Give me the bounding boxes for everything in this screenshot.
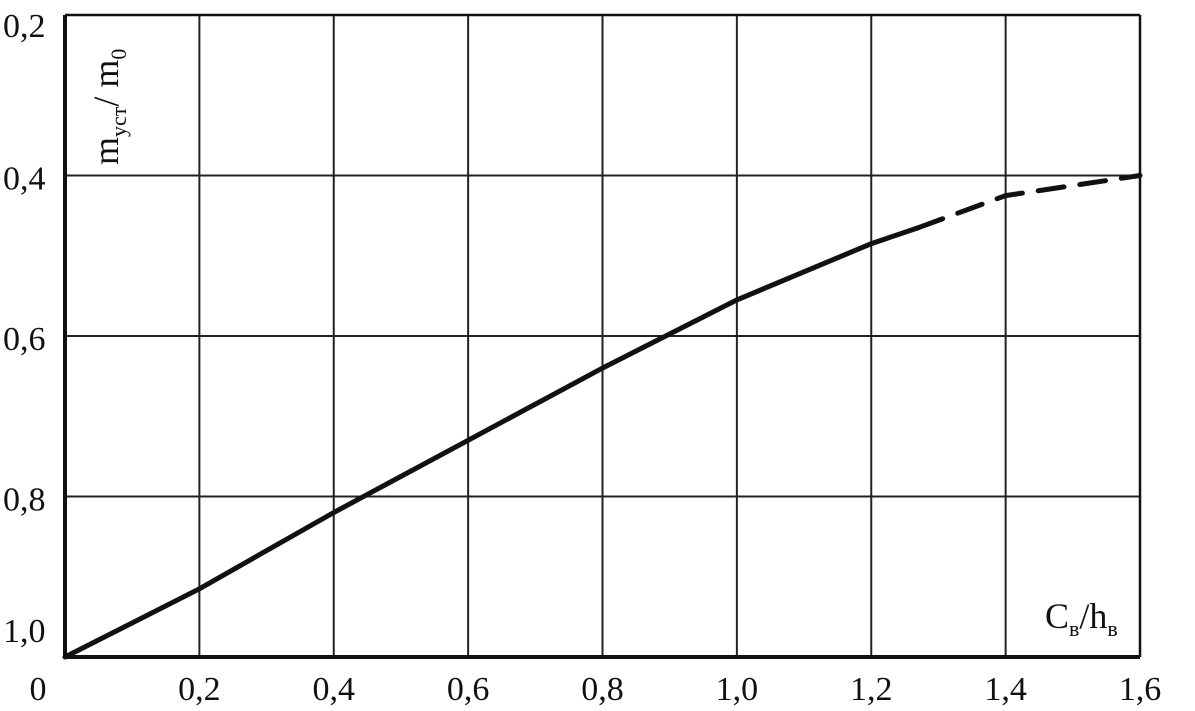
x-tick-label: 0,8: [581, 671, 624, 708]
series-line-dashed: [915, 173, 1143, 231]
x-tick-label: 1,0: [716, 671, 759, 708]
series-line-solid: [62, 225, 921, 660]
x-tick-label: 1,4: [984, 671, 1027, 708]
x-axis-label: Cв/hв: [1045, 596, 1118, 641]
x-axis-ticks: 0 0,2 0,4 0,6 0,8 1,0 1,2 1,4 1,6: [30, 671, 1162, 708]
y-axis-label: mуст/ m0: [86, 49, 131, 165]
plot-frame: [63, 13, 1142, 659]
y-tick-label: 1,0: [3, 613, 46, 650]
grid-lines: [65, 15, 1140, 657]
data-series: [62, 173, 1143, 660]
x-tick-label: 1,2: [850, 671, 893, 708]
y-axis-ticks: 0,2 0,4 0,6 0,8 1,0: [3, 8, 46, 650]
x-tick-label: 0,6: [447, 671, 490, 708]
y-tick-label: 0,2: [3, 8, 46, 45]
x-tick-label: 0: [30, 671, 47, 708]
x-tick-label: 1,6: [1119, 671, 1162, 708]
y-tick-label: 0,6: [3, 321, 46, 358]
x-tick-label: 0,2: [178, 671, 221, 708]
x-tick-label: 0,4: [313, 671, 356, 708]
y-tick-label: 0,8: [3, 482, 46, 519]
y-tick-label: 0,4: [3, 161, 46, 198]
